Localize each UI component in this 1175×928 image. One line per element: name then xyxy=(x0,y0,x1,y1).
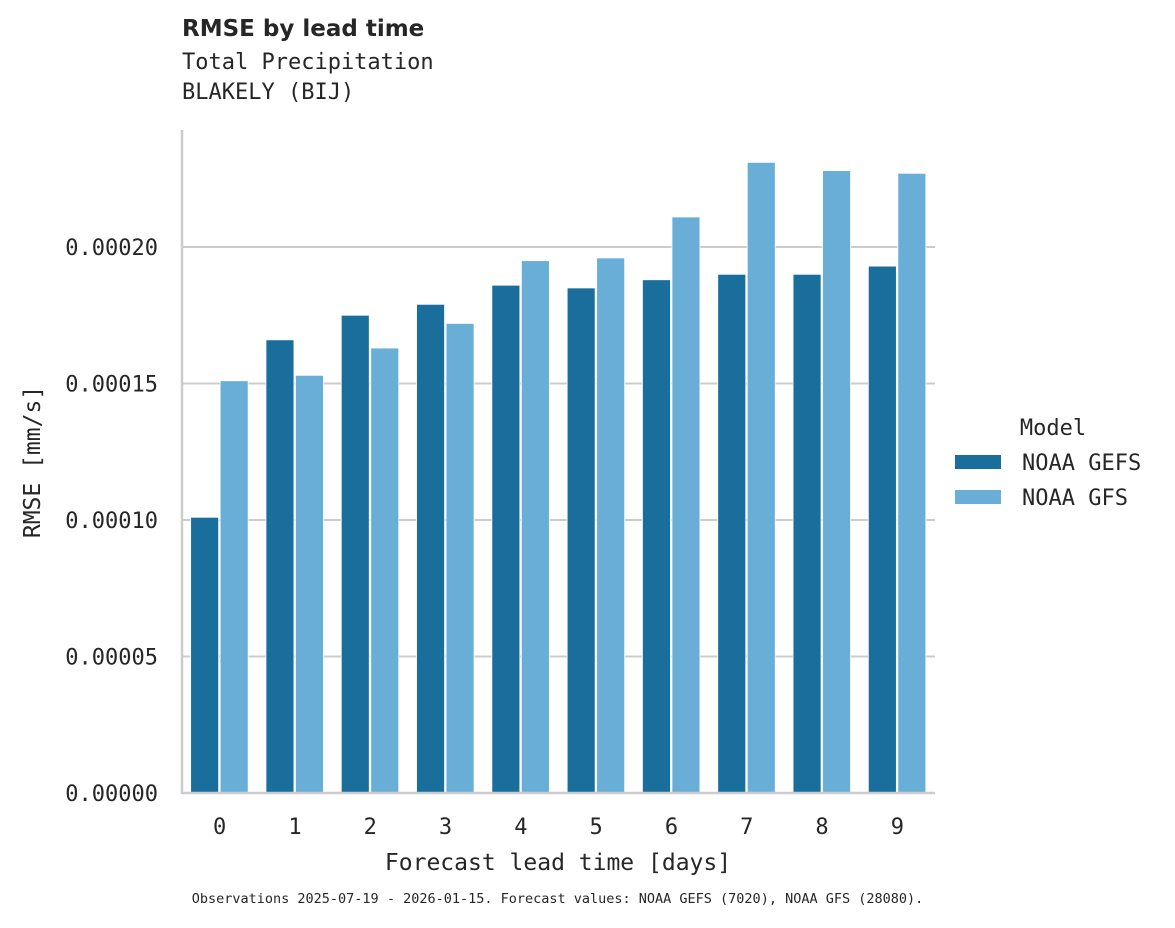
x-tick-label: 6 xyxy=(665,815,678,840)
legend-label: NOAA GFS xyxy=(1022,486,1128,511)
bar-noaa-gefs-2 xyxy=(340,314,370,794)
y-tick-label: 0.00000 xyxy=(65,782,158,807)
bar-noaa-gefs-8 xyxy=(792,273,822,794)
chart-title: RMSE by lead time xyxy=(182,16,425,42)
bar-noaa-gfs-7 xyxy=(746,161,776,794)
bar-noaa-gefs-3 xyxy=(416,303,445,794)
gridlines xyxy=(182,246,935,658)
y-tick-label: 0.00010 xyxy=(65,509,158,534)
legend-swatch xyxy=(955,455,1001,469)
x-tick-label: 8 xyxy=(815,815,828,840)
footer-note: Observations 2025-07-19 - 2026-01-15. Fo… xyxy=(191,891,924,907)
bar-noaa-gfs-3 xyxy=(445,323,475,794)
x-tick-labels: 0 1 2 3 4 5 6 7 8 9 xyxy=(213,815,904,840)
bar-noaa-gfs-0 xyxy=(219,380,249,794)
bar-noaa-gefs-1 xyxy=(265,339,295,794)
legend: Model NOAA GEFS NOAA GFS xyxy=(955,416,1141,511)
y-tick-labels: 0.00000 0.00005 0.00010 0.00015 0.00020 xyxy=(65,236,158,807)
bar-noaa-gfs-6 xyxy=(671,216,701,794)
bar-noaa-gfs-9 xyxy=(897,172,927,794)
bar-noaa-gefs-6 xyxy=(642,279,671,794)
x-tick-label: 7 xyxy=(740,815,753,840)
y-tick-label: 0.00015 xyxy=(65,373,158,398)
bar-noaa-gfs-1 xyxy=(295,374,324,794)
chart-subtitle-station: BLAKELY (BIJ) xyxy=(182,80,355,105)
bar-noaa-gefs-0 xyxy=(190,516,220,794)
x-tick-label: 4 xyxy=(514,815,527,840)
x-tick-label: 9 xyxy=(891,815,904,840)
x-tick-label: 2 xyxy=(364,815,377,840)
y-axis-label: RMSE [mm/s] xyxy=(20,386,46,538)
chart-subtitle-variable: Total Precipitation xyxy=(182,50,434,75)
bar-noaa-gefs-5 xyxy=(566,287,596,794)
bars xyxy=(190,161,927,794)
bar-noaa-gefs-4 xyxy=(491,284,521,794)
bar-noaa-gfs-4 xyxy=(520,260,550,794)
x-tick-label: 3 xyxy=(439,815,452,840)
y-tick-label: 0.00005 xyxy=(65,646,158,671)
bar-noaa-gfs-8 xyxy=(822,170,851,794)
bar-noaa-gefs-7 xyxy=(717,273,747,794)
legend-title: Model xyxy=(1020,416,1086,441)
bar-noaa-gfs-2 xyxy=(370,347,400,794)
x-tick-label: 0 xyxy=(213,815,226,840)
x-axis-label: Forecast lead time [days] xyxy=(385,850,731,876)
x-tick-label: 5 xyxy=(590,815,603,840)
legend-swatch xyxy=(955,490,1001,504)
bar-noaa-gefs-9 xyxy=(867,265,897,794)
x-tick-label: 1 xyxy=(288,815,301,840)
legend-label: NOAA GEFS xyxy=(1022,451,1141,476)
bar-noaa-gfs-5 xyxy=(596,257,626,794)
axes xyxy=(180,130,935,795)
y-tick-label: 0.00020 xyxy=(65,236,158,261)
